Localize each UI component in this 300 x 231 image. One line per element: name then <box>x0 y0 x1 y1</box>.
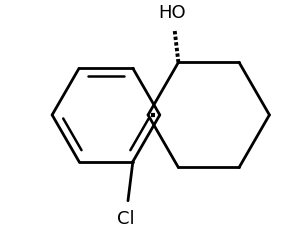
Text: HO: HO <box>159 4 186 22</box>
Text: Cl: Cl <box>117 209 135 227</box>
